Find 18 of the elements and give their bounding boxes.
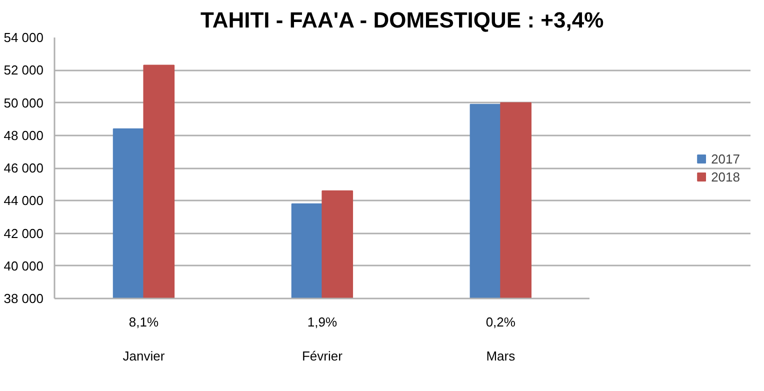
y-tick-label: 46 000 xyxy=(4,160,44,176)
y-tick-label: 42 000 xyxy=(4,226,44,241)
y-tick-label: 48 000 xyxy=(4,128,44,143)
y-tick-label: 38 000 xyxy=(4,291,44,306)
text: 0,2% xyxy=(486,314,516,330)
y-tick-label: 54 000 xyxy=(4,30,44,45)
text: 1,9% xyxy=(307,314,338,330)
x-tick-label: Janvier xyxy=(122,348,166,364)
legend-label: 2017 xyxy=(711,151,740,166)
text: 8,1% xyxy=(128,314,159,330)
y-tick-label: 40 000 xyxy=(4,258,44,274)
legend-label: 2018 xyxy=(711,169,740,184)
y-tick-label: 44 000 xyxy=(4,193,44,208)
x-tick-label: Mars xyxy=(486,348,516,364)
x-tick-label: Février xyxy=(302,348,344,364)
y-tick-label: 52 000 xyxy=(4,62,44,78)
y-tick-label: 50 000 xyxy=(4,95,44,110)
chart-title: TAHITI - FAA'A - DOMESTIQUE : +3,4% xyxy=(200,8,604,32)
